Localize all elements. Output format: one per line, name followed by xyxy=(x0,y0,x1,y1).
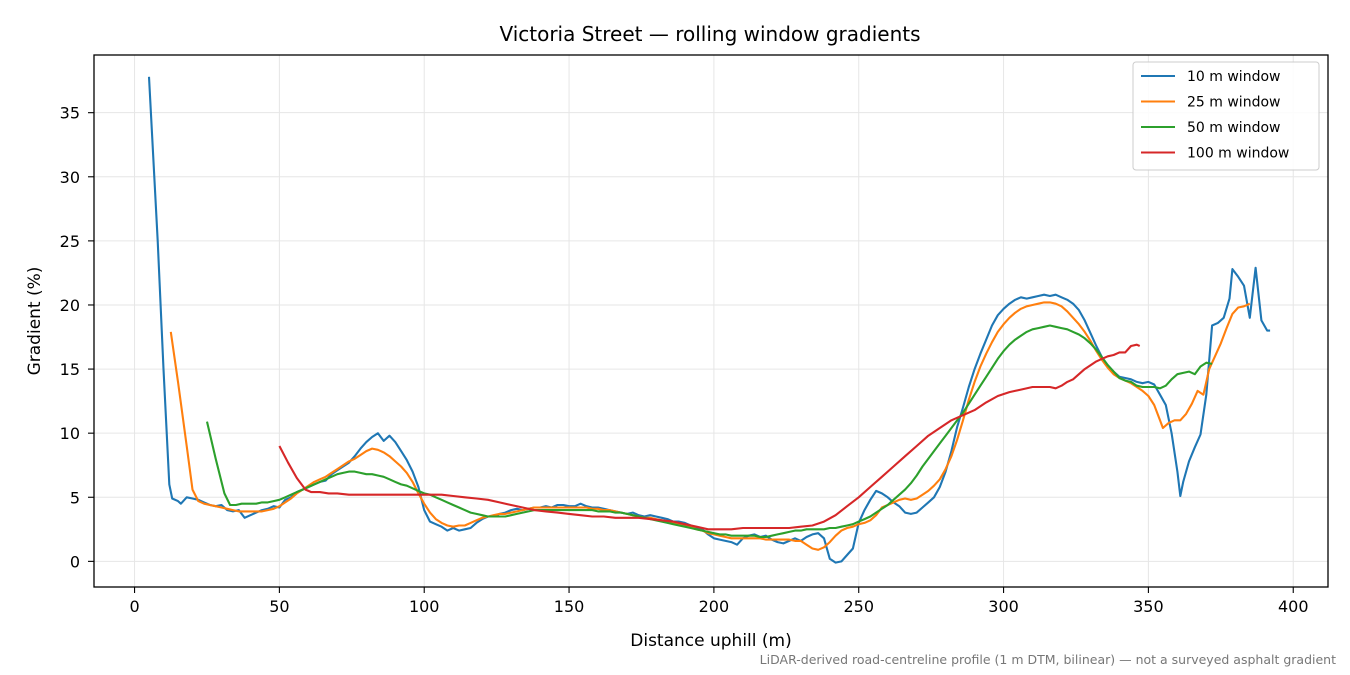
y-tick-label: 20 xyxy=(60,296,80,315)
x-axis-label: Distance uphill (m) xyxy=(630,631,791,651)
series-line-50-m-window xyxy=(205,324,1213,539)
y-axis-label: Gradient (%) xyxy=(25,267,45,376)
legend-label: 25 m window xyxy=(1187,95,1280,111)
y-tick-label: 35 xyxy=(60,104,80,123)
series-lines xyxy=(147,76,1271,564)
y-tick-label: 0 xyxy=(70,552,80,571)
x-tick-label: 400 xyxy=(1278,597,1309,616)
footnote: LiDAR-derived road-centreline profile (1… xyxy=(760,652,1336,667)
x-tick-label: 50 xyxy=(269,597,289,616)
plot-frame xyxy=(93,54,1329,588)
x-tick-label: 100 xyxy=(409,597,440,616)
chart-title: Victoria Street — rolling window gradien… xyxy=(499,22,920,46)
y-tick-label: 15 xyxy=(60,360,80,379)
y-tick-label: 5 xyxy=(70,488,80,507)
series-line-25-m-window xyxy=(169,301,1251,551)
axis-ticks: 0 50 100 150 200 250 300 350 400 0 5 10 15 20 25 30 35 xyxy=(60,104,1309,616)
legend: 10 m window 25 m window 50 m window 100 m w… xyxy=(1132,61,1320,171)
x-tick-label: 350 xyxy=(1133,597,1164,616)
series-line-100-m-window xyxy=(278,343,1141,531)
x-tick-label: 250 xyxy=(843,597,874,616)
x-tick-label: 300 xyxy=(988,597,1019,616)
x-tick-label: 150 xyxy=(554,597,585,616)
legend-label: 50 m window xyxy=(1187,120,1280,136)
y-tick-label: 30 xyxy=(60,168,80,187)
y-tick-label: 25 xyxy=(60,232,80,251)
legend-label: 100 m window xyxy=(1187,146,1289,162)
legend-label: 10 m window xyxy=(1187,69,1280,85)
x-tick-label: 200 xyxy=(699,597,730,616)
x-tick-label: 0 xyxy=(129,597,139,616)
y-tick-label: 10 xyxy=(60,424,80,443)
legend-box xyxy=(1132,61,1320,171)
